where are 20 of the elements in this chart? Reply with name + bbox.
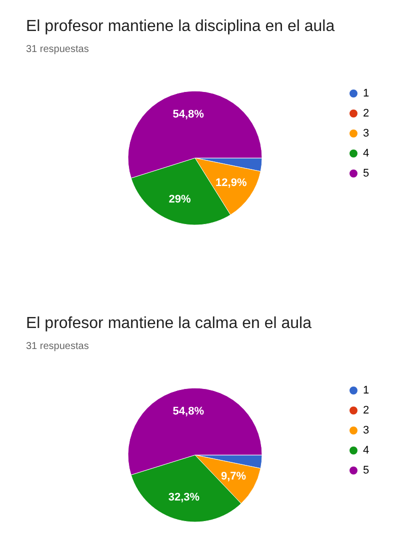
legend-label: 2 (363, 404, 370, 416)
data-label: 12,9% (216, 177, 247, 190)
chart-subtitle: 31 respuestas (26, 341, 89, 352)
chart-title: El profesor mantiene la disciplina en el aula (26, 18, 335, 35)
legend-label: 5 (363, 464, 370, 476)
legend-label: 1 (363, 88, 370, 100)
legend-label: 1 (363, 384, 370, 396)
data-label: 32,3% (168, 492, 200, 504)
data-label: 54,8% (172, 108, 204, 121)
legend-label: 5 (363, 168, 370, 180)
legend-label: 2 (363, 108, 370, 120)
legend-label: 4 (363, 444, 370, 456)
data-label: 54,8% (172, 406, 204, 418)
data-label: 29% (168, 193, 191, 206)
legend-label: 4 (363, 148, 370, 160)
chart-subtitle: 31 respuestas (26, 44, 89, 55)
chart-title: El profesor mantiene la calma en el aula (26, 315, 312, 332)
legend-label: 3 (363, 128, 370, 140)
legend-label: 3 (363, 424, 370, 436)
data-label: 9,7% (220, 470, 246, 482)
